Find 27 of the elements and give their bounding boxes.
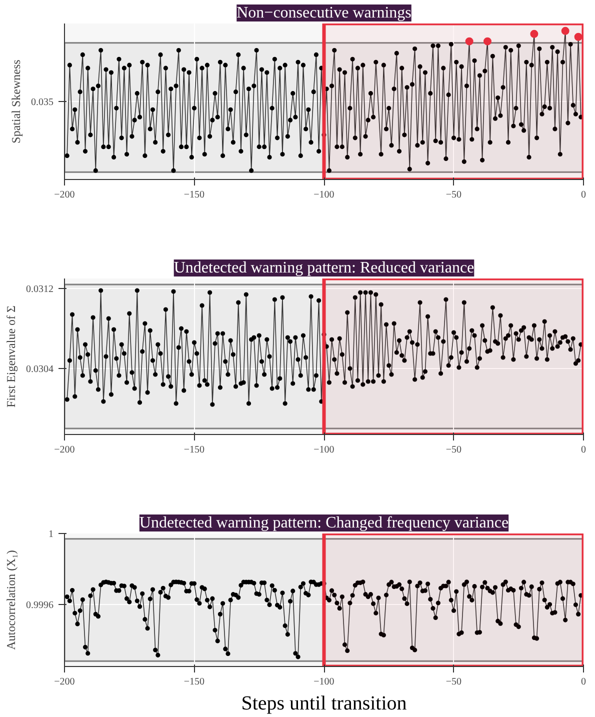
x-tick-label: −50 (446, 444, 462, 456)
x-axis-title: Steps until transition (241, 692, 407, 714)
x-tick-label: 0 (581, 676, 586, 688)
x-tick-label: −200 (54, 444, 75, 456)
y-tick-label: 1 (48, 529, 54, 540)
y-tick-label: 0.0312 (26, 284, 54, 295)
x-tick-label: 0 (581, 190, 586, 200)
y-axis-title: Autocorrelation (X₁) (4, 550, 18, 650)
x-tick-label: −200 (54, 676, 75, 688)
chart-title: Non−consecutive warnings (236, 4, 412, 22)
x-tick-label: 0 (581, 444, 586, 456)
x-tick-label: −100 (314, 190, 334, 200)
chart-title: Undetected warning pattern: Reduced variance (174, 260, 474, 276)
y-tick-label: 0.0304 (26, 364, 54, 375)
y-tick-label: 0.9996 (26, 600, 54, 611)
y-axis-title: Spatial Skewness (9, 59, 23, 144)
x-tick-label: −150 (184, 676, 205, 688)
x-tick-label: −200 (54, 190, 75, 200)
y-axis-title: First Eigenvalue of Σ (4, 306, 18, 408)
chart-title: Undetected warning pattern: Changed frequency variance (139, 514, 509, 532)
x-tick-label: −100 (314, 444, 334, 456)
x-tick-label: −50 (446, 676, 462, 688)
x-tick-label: −150 (184, 190, 205, 200)
x-tick-label: −150 (184, 444, 205, 456)
x-tick-label: −100 (314, 676, 334, 688)
x-tick-label: −50 (446, 190, 462, 200)
text: 0.035 (31, 97, 54, 108)
